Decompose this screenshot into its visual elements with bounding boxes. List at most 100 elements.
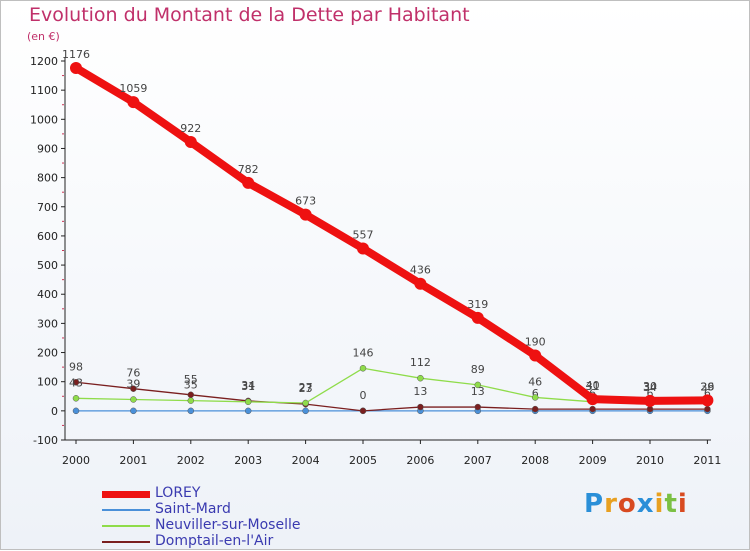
logo-letter: i [677, 489, 688, 519]
chart-title: Evolution du Montant de la Dette par Hab… [29, 4, 470, 26]
legend-label-saint-mard: Saint-Mard [155, 501, 231, 517]
x-tick-label: 2002 [177, 454, 205, 467]
data-label: 13 [471, 385, 485, 398]
data-point [474, 381, 482, 389]
data-label: 557 [353, 228, 374, 241]
data-point [130, 407, 137, 415]
data-label: 436 [410, 264, 431, 277]
data-label: 6 [704, 387, 711, 400]
data-point [529, 349, 542, 362]
data-point [357, 242, 369, 255]
data-point [586, 393, 599, 406]
data-label: 43 [69, 376, 83, 389]
y-tick-label: 1200 [30, 55, 58, 68]
legend-swatch-saint-mard [102, 509, 150, 511]
data-label: 98 [69, 360, 83, 373]
data-point [302, 399, 309, 407]
y-tick-label: 1000 [30, 113, 58, 126]
x-tick-label: 2011 [693, 454, 721, 467]
legend-label-domptail: Domptail-en-l'Air [155, 533, 274, 549]
data-point [72, 395, 80, 402]
x-tick-label: 2000 [62, 454, 90, 467]
proxiti-logo: Proxiti [584, 489, 688, 519]
data-point [474, 403, 482, 411]
data-label: 89 [471, 363, 485, 376]
data-label: 13 [413, 385, 427, 398]
data-point [127, 96, 140, 109]
data-label: 782 [238, 163, 259, 176]
y-tick-label: -100 [33, 434, 58, 447]
data-point [646, 405, 654, 413]
data-label: 31 [241, 380, 255, 393]
data-label: 76 [126, 367, 140, 380]
data-point [531, 394, 539, 401]
data-point [187, 407, 195, 415]
x-tick-label: 2004 [292, 454, 320, 467]
data-point [414, 277, 427, 290]
data-point [242, 176, 255, 189]
x-tick-label: 2007 [464, 454, 492, 467]
data-label: 31 [586, 380, 600, 393]
data-label: 40 [586, 379, 600, 392]
data-point [531, 405, 539, 413]
x-tick-label: 2001 [119, 454, 147, 467]
data-label: 23 [299, 382, 313, 395]
data-point [72, 379, 80, 386]
data-point [359, 407, 367, 415]
data-label: 34 [241, 379, 255, 392]
data-point [184, 136, 197, 149]
data-label: 27 [299, 381, 313, 394]
x-tick-label: 2009 [579, 454, 607, 467]
data-label: 55 [184, 373, 198, 386]
x-tick-label: 2006 [406, 454, 434, 467]
data-label: 112 [410, 356, 431, 369]
data-point [417, 403, 424, 411]
data-label: 146 [353, 346, 374, 359]
data-label: 1059 [119, 82, 147, 95]
unit-label: (en €) [27, 30, 60, 43]
data-point [130, 396, 137, 403]
data-label: 29 [700, 380, 714, 393]
data-point [72, 407, 80, 415]
x-tick-label: 2008 [521, 454, 549, 467]
data-point [644, 394, 656, 407]
y-tick-label: 400 [37, 288, 58, 301]
data-label: 39 [126, 377, 140, 390]
data-label: 0 [360, 389, 367, 402]
data-point [70, 61, 82, 74]
series-line-0 [72, 63, 712, 405]
y-tick-label: 700 [37, 201, 58, 214]
data-point [589, 405, 596, 413]
data-point [704, 405, 711, 413]
data-label: 922 [180, 122, 201, 135]
logo-letter: i [654, 489, 665, 519]
data-label: 1176 [62, 48, 90, 61]
data-point [359, 365, 367, 372]
data-point [701, 394, 714, 407]
data-point [471, 311, 484, 324]
data-label: 319 [467, 298, 488, 311]
data-label: 190 [525, 335, 546, 348]
y-tick-label: 500 [37, 259, 58, 272]
logo-letter: r [604, 489, 618, 519]
data-label: 6 [532, 387, 539, 400]
x-tick-label: 2003 [234, 454, 262, 467]
data-point [302, 407, 309, 415]
y-tick-label: 800 [37, 172, 58, 185]
x-tick-label: 2010 [636, 454, 664, 467]
legend-swatch-lorey [102, 491, 150, 498]
data-point [130, 385, 137, 392]
y-tick-label: 0 [51, 405, 58, 418]
series-line-3 [75, 381, 709, 412]
data-point [244, 398, 252, 406]
data-point [244, 407, 252, 415]
y-tick-label: 1100 [30, 84, 58, 97]
legend-swatch-domptail [102, 541, 150, 543]
data-point [187, 391, 195, 399]
y-tick-label: 600 [37, 230, 58, 243]
data-label: 36 [700, 380, 714, 393]
data-label: 673 [295, 195, 316, 208]
legend-label-lorey: LOREY [155, 485, 201, 501]
logo-letter: x [636, 489, 655, 519]
